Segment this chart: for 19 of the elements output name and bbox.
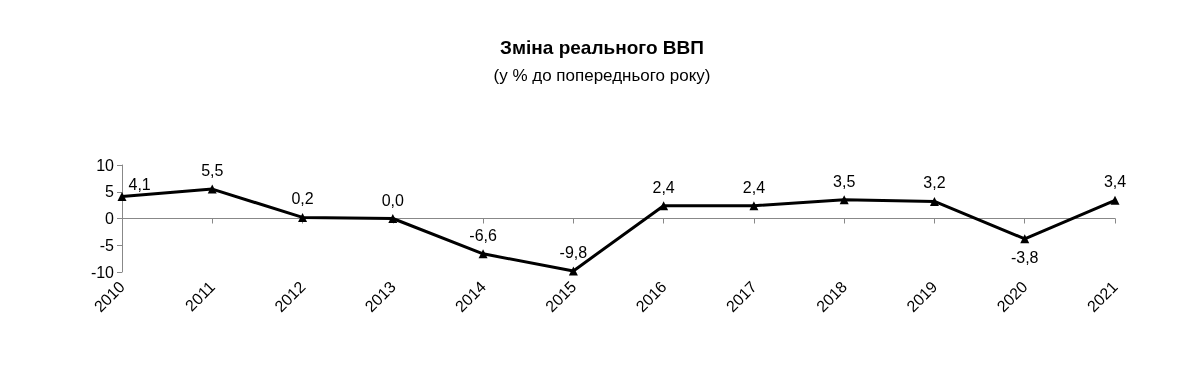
- data-label: 3,4: [1103, 173, 1127, 191]
- data-label: -6,6: [469, 226, 497, 244]
- chart-title: Зміна реального ВВП: [500, 37, 704, 58]
- data-label: 2,4: [742, 178, 766, 196]
- data-label: 0,2: [291, 190, 314, 208]
- data-label: 4,1: [128, 176, 151, 194]
- y-tick-label: 10: [96, 156, 115, 174]
- data-label: 0,0: [381, 191, 405, 209]
- y-tick-label: -5: [99, 236, 115, 254]
- chart-subtitle: (у % до попереднього року): [493, 66, 711, 85]
- data-label: 5,5: [201, 162, 224, 180]
- data-label: 2,4: [652, 178, 675, 196]
- data-label: 3,5: [833, 172, 856, 190]
- y-tick-label: -10: [90, 263, 115, 281]
- data-label: 3,2: [923, 174, 946, 192]
- y-tick-label: 5: [105, 183, 115, 201]
- y-tick-label: 0: [105, 210, 115, 227]
- data-label: -9,8: [559, 243, 588, 261]
- data-label: -3,8: [1010, 248, 1039, 266]
